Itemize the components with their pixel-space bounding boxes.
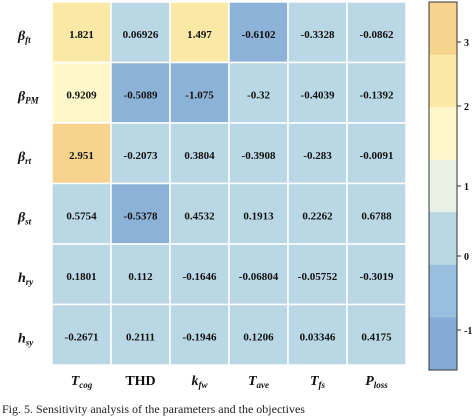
colorbar-tick-label: 1 (464, 182, 469, 193)
heatmap-cell (228, 61, 289, 124)
heatmap-column-labels: Tcog THD kfw Tave Tfs Ploss (71, 374, 389, 390)
colorbar: 3 2 1 0 -1 (428, 1, 472, 371)
heatmap-cell (228, 182, 289, 245)
heatmap-cell (228, 122, 289, 185)
cell-value-label: -0.05752 (298, 271, 338, 283)
cell-value-label: -0.5089 (124, 90, 158, 102)
colorbar-tick-label: 0 (464, 252, 469, 263)
cell-value-label: -0.3908 (242, 150, 276, 162)
colorbar-segment (429, 2, 457, 56)
cell-value-label: -0.1946 (183, 332, 217, 344)
heatmap-cell (110, 61, 171, 124)
heatmap-cells: 1.821 0.06926 1.497 -0.6102 -0.3328 -0.0862 0.… (51, 1, 407, 366)
heatmap-cell (346, 61, 407, 124)
heatmap-cell (346, 1, 407, 64)
row-label: hry (18, 271, 34, 287)
cell-value-label: -0.2073 (124, 150, 158, 162)
row-label: hsy (18, 332, 34, 348)
heatmap-cell (287, 122, 348, 185)
heatmap-cell (287, 303, 348, 366)
cell-value-label: 0.2111 (126, 332, 155, 344)
colorbar-segment (429, 54, 457, 108)
heatmap-cell (346, 122, 407, 185)
colorbar-segment (429, 212, 457, 266)
cell-value-label: 0.1913 (243, 211, 274, 223)
cell-value-label: 0.06926 (123, 29, 159, 41)
cell-value-label: -0.0091 (360, 150, 394, 162)
cell-value-label: -0.2671 (65, 332, 99, 344)
cell-value-label: 2.951 (69, 150, 94, 162)
cell-value-label: -0.06804 (239, 271, 279, 283)
heatmap-cell (287, 182, 348, 245)
heatmap-cell (51, 182, 112, 245)
heatmap-cell (287, 243, 348, 306)
heatmap-cell (110, 1, 171, 64)
cell-value-label: -1.075 (185, 90, 214, 102)
colorbar-segment (429, 159, 457, 213)
row-label: βft (17, 29, 31, 45)
heatmap-cell (228, 243, 289, 306)
figure-caption: Fig. 5. Sensitivity analysis of the para… (2, 402, 305, 416)
column-label: kfw (192, 374, 209, 390)
cell-value-label: 0.5754 (66, 211, 97, 223)
cell-value-label: -0.5378 (124, 211, 158, 223)
colorbar-segment (429, 107, 457, 161)
cell-value-label: -0.1646 (183, 271, 217, 283)
cell-value-label: -0.3328 (301, 29, 335, 41)
column-label: Tave (248, 374, 269, 390)
heatmap-cell (51, 303, 112, 366)
cell-value-label: -0.3019 (360, 271, 394, 283)
row-label: βst (17, 211, 32, 227)
heatmap-cell (228, 303, 289, 366)
colorbar-tick-label: -1 (464, 326, 472, 337)
cell-value-label: 0.9209 (66, 90, 97, 102)
heatmap-cell (110, 182, 171, 245)
heatmap-cell (346, 303, 407, 366)
row-label: βrt (17, 150, 32, 166)
heatmap-row-labels: βft βPM βrt βst hry hsy (17, 29, 40, 348)
cell-value-label: -0.283 (303, 150, 332, 162)
column-label: Ploss (365, 374, 388, 390)
colorbar-segment (429, 264, 457, 318)
cell-value-label: -0.32 (247, 90, 270, 102)
cell-value-label: 0.6788 (361, 211, 392, 223)
heatmap-cell (346, 243, 407, 306)
cell-value-label: -0.0862 (360, 29, 394, 41)
heatmap-cell (169, 182, 230, 245)
cell-value-label: -0.1392 (360, 90, 394, 102)
cell-value-label: 0.4175 (361, 332, 392, 344)
cell-value-label: 1.821 (69, 29, 94, 41)
heatmap-cell (346, 182, 407, 245)
colorbar-segment (429, 317, 457, 371)
cell-value-label: 0.1801 (66, 271, 96, 283)
cell-value-label: -0.6102 (242, 29, 276, 41)
cell-value-label: 0.112 (128, 271, 153, 283)
colorbar-tick-label: 3 (464, 38, 469, 49)
heatmap-cell (110, 122, 171, 185)
heatmap-cell (51, 1, 112, 64)
cell-value-label: 0.3804 (184, 150, 215, 162)
column-label: Tfs (310, 374, 326, 390)
column-label: Tcog (71, 374, 93, 390)
column-label: THD (125, 374, 155, 389)
cell-value-label: 1.497 (187, 29, 212, 41)
cell-value-label: 0.1206 (243, 332, 274, 344)
heatmap-cell (169, 243, 230, 306)
cell-value-label: 0.03346 (300, 332, 336, 344)
row-label: βPM (17, 90, 40, 106)
colorbar-tick-label: 2 (464, 102, 469, 113)
cell-value-label: 0.2262 (302, 211, 333, 223)
cell-value-label: 0.4532 (184, 211, 215, 223)
cell-value-label: -0.4039 (301, 90, 335, 102)
